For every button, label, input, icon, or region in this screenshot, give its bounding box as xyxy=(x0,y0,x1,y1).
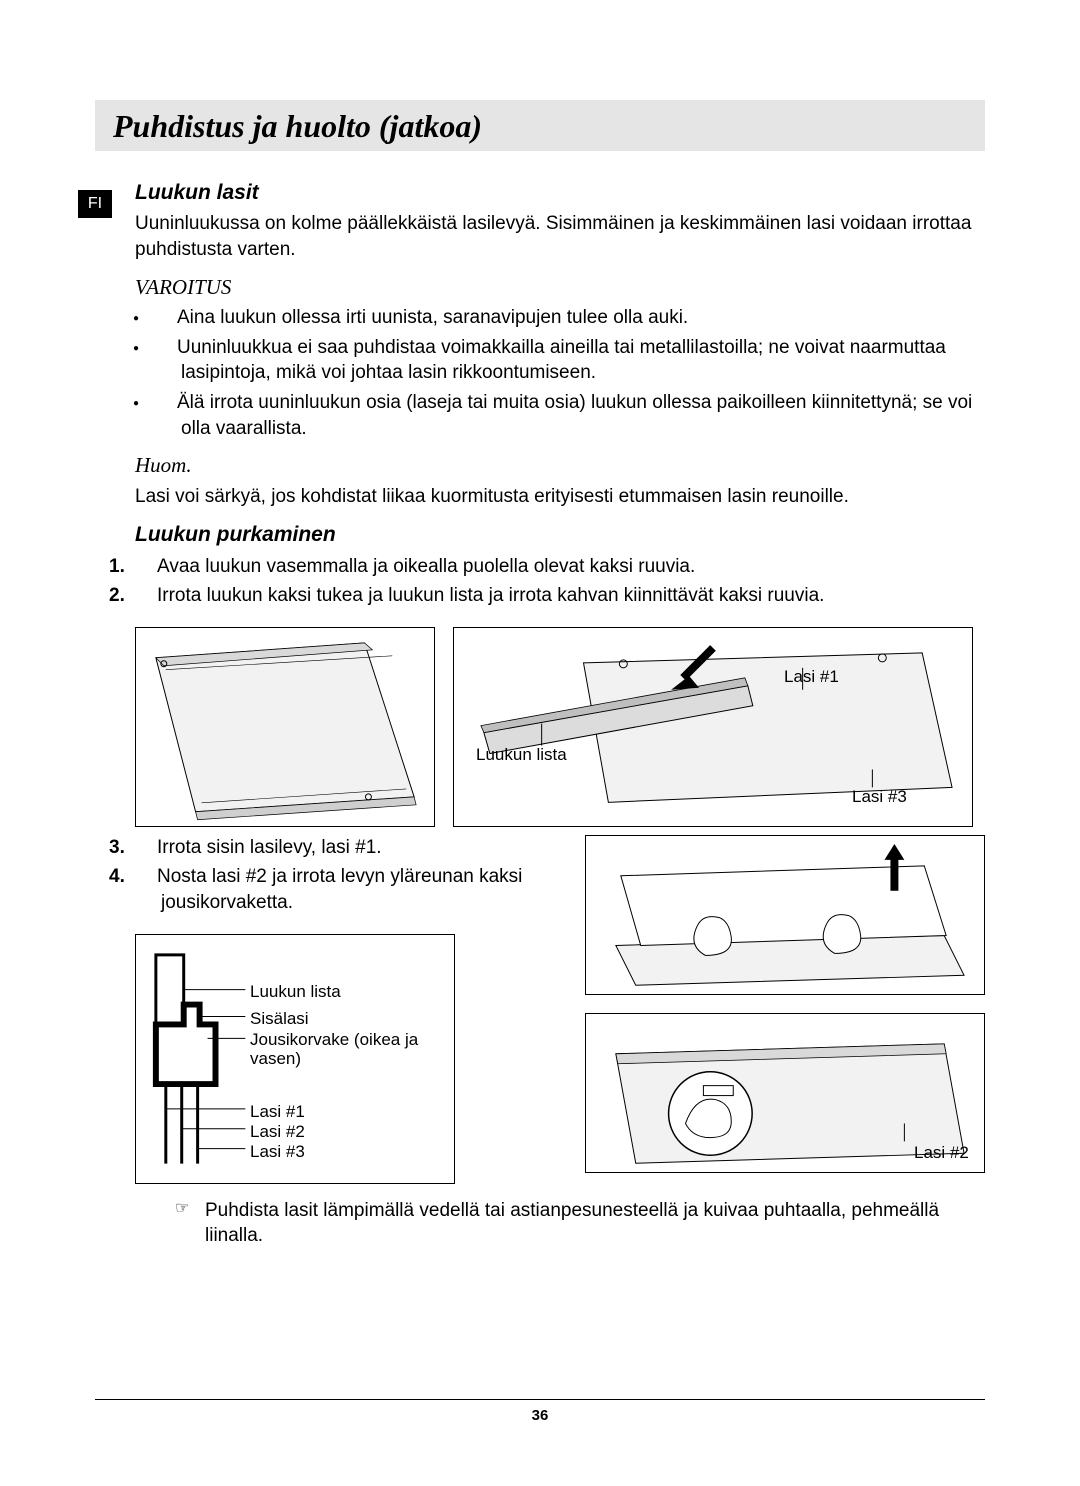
page-title: Puhdistus ja huolto (jatkoa) xyxy=(113,108,967,145)
lift-glass-icon xyxy=(586,836,984,995)
intro-text: Uuninluukussa on kolme päällekkäistä las… xyxy=(135,211,985,262)
heading-huom: Huom. xyxy=(135,451,985,479)
steps-and-figures: 3.Irrota sisin lasilevy, lasi #1. 4.Nost… xyxy=(135,835,985,1184)
heading-varoitus: VAROITUS xyxy=(135,273,985,301)
step-text: Irrota sisin lasilevy, lasi #1. xyxy=(157,837,382,858)
step-number: 1. xyxy=(135,554,157,580)
figure-door-exploded: Lasi #1 Luukun lista Lasi #3 xyxy=(453,627,973,827)
heading-luukun-purkaminen: Luukun purkaminen xyxy=(135,521,985,549)
step-text: Irrota luukun kaksi tukea ja luukun list… xyxy=(157,585,824,606)
step-text: Avaa luukun vasemmalla ja oikealla puole… xyxy=(157,556,695,577)
step-item: 3.Irrota sisin lasilevy, lasi #1. xyxy=(135,835,567,861)
label-luukun-lista: Luukun lista xyxy=(476,744,567,767)
footer-rule xyxy=(95,1399,985,1400)
varoitus-item: Uuninluukkua ei saa puhdistaa voimakkail… xyxy=(177,335,985,386)
pointing-hand-icon: ☞ xyxy=(175,1198,205,1249)
figure-cross-section: Luukun lista Sisälasi Jousikorvake (oike… xyxy=(135,934,455,1184)
step-number: 3. xyxy=(135,835,157,861)
figure-clip-detail: Lasi #2 xyxy=(585,1013,985,1173)
tip-text: Puhdista lasit lämpimällä vedellä tai as… xyxy=(205,1198,985,1249)
step-number: 4. xyxy=(135,864,157,890)
label-lasi2: Lasi #2 xyxy=(914,1142,969,1165)
label-lasi1: Lasi #1 xyxy=(784,666,839,689)
varoitus-item: Älä irrota uuninluukun osia (laseja tai … xyxy=(177,390,985,441)
tip-row: ☞ Puhdista lasit lämpimällä vedellä tai … xyxy=(175,1198,985,1249)
steps-right-col: Lasi #2 xyxy=(585,835,985,1184)
label-sisalasi: Sisälasi xyxy=(250,1008,309,1031)
step-item: 1.Avaa luukun vasemmalla ja oikealla puo… xyxy=(135,554,985,580)
content-area: Luukun lasit Uuninluukussa on kolme pääl… xyxy=(135,179,985,1249)
figure-row-top: Lasi #1 Luukun lista Lasi #3 xyxy=(135,627,985,827)
steps-left-col: 3.Irrota sisin lasilevy, lasi #1. 4.Nost… xyxy=(135,835,567,1184)
figure-door-iso xyxy=(135,627,435,827)
steps-1-2: 1.Avaa luukun vasemmalla ja oikealla puo… xyxy=(135,554,985,609)
heading-luukun-lasit: Luukun lasit xyxy=(135,179,985,207)
door-iso-icon xyxy=(136,628,434,827)
title-bar: Puhdistus ja huolto (jatkoa) xyxy=(95,100,985,151)
varoitus-list: Aina luukun ollessa irti uunista, sarana… xyxy=(153,305,985,441)
label-lasi3: Lasi #3 xyxy=(852,786,907,809)
step-item: 2.Irrota luukun kaksi tukea ja luukun li… xyxy=(135,583,985,609)
label-lasi3: Lasi #3 xyxy=(250,1141,305,1164)
steps-3-4: 3.Irrota sisin lasilevy, lasi #1. 4.Nost… xyxy=(135,835,567,916)
label-jousikorvake: Jousikorvake (oikea ja vasen) xyxy=(250,1030,440,1069)
step-number: 2. xyxy=(135,583,157,609)
varoitus-item: Aina luukun ollessa irti uunista, sarana… xyxy=(177,305,985,331)
label-luukun-lista: Luukun lista xyxy=(250,981,341,1004)
step-item: 4.Nosta lasi #2 ja irrota levyn yläreuna… xyxy=(135,864,567,915)
page-number: 36 xyxy=(0,1407,1080,1424)
language-tag: FI xyxy=(78,190,112,218)
manual-page: Puhdistus ja huolto (jatkoa) FI Luukun l… xyxy=(0,0,1080,1486)
step-text: Nosta lasi #2 ja irrota levyn yläreunan … xyxy=(157,866,522,913)
huom-text: Lasi voi särkyä, jos kohdistat liikaa ku… xyxy=(135,484,985,510)
figure-lift-glass xyxy=(585,835,985,995)
